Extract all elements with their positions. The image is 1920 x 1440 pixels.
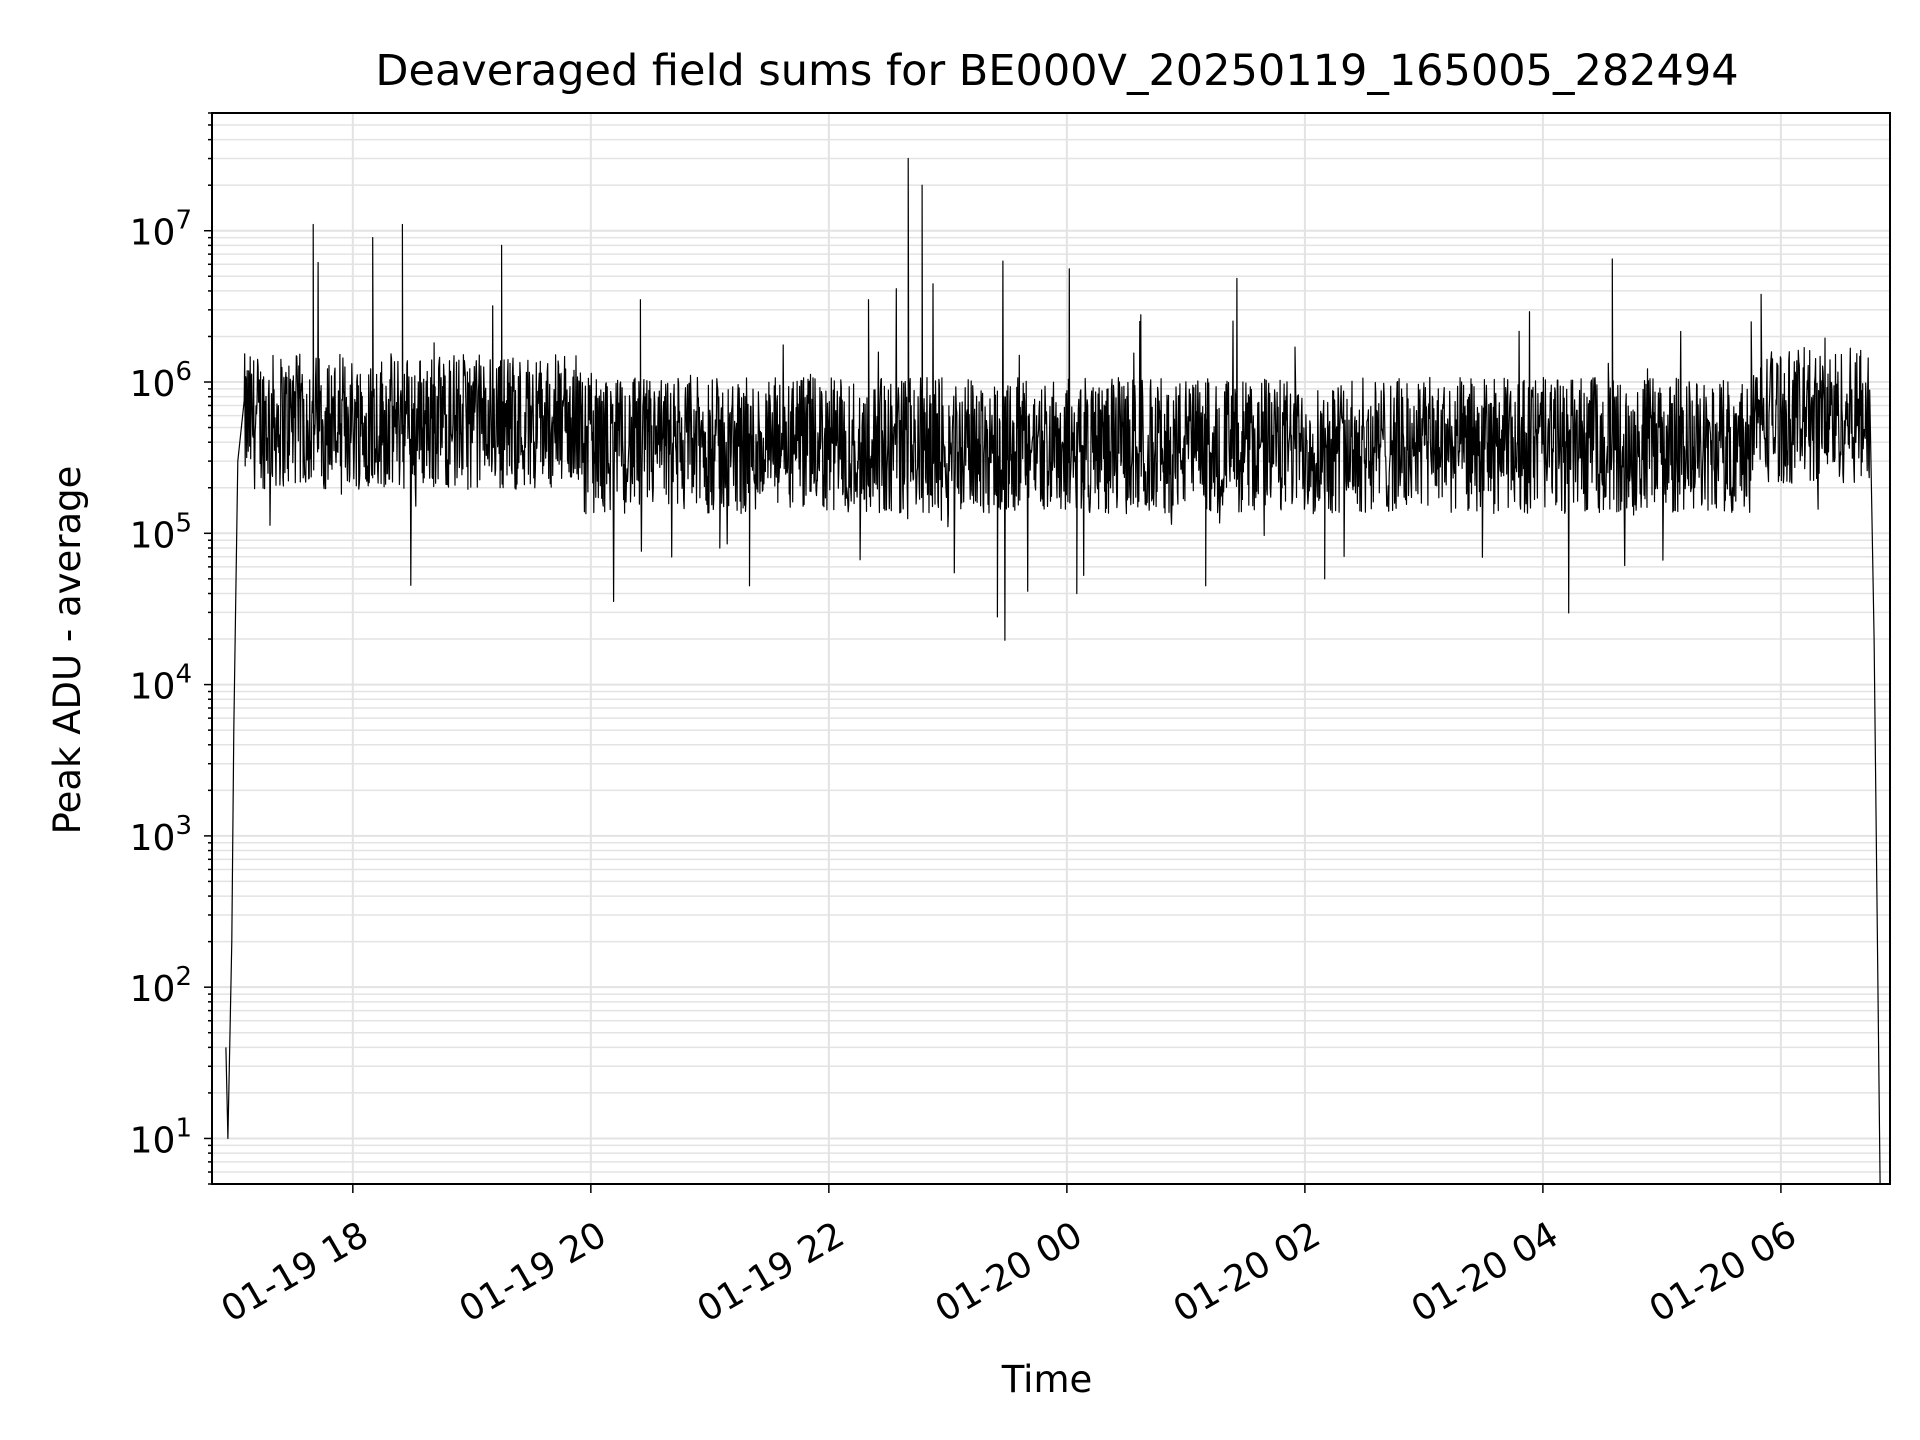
- chart-title: Deaveraged field sums for BE000V_2025011…: [375, 46, 1738, 96]
- y-tick-label: 105: [130, 508, 192, 556]
- x-tick-label: 01-19 20: [453, 1214, 614, 1330]
- grid: [212, 112, 1890, 1185]
- x-tick-label: 01-20 06: [1643, 1214, 1804, 1330]
- x-tick-label: 01-20 02: [1167, 1214, 1328, 1330]
- plot-frame: [211, 112, 1891, 1185]
- x-tick-label: 01-20 04: [1405, 1214, 1566, 1330]
- y-axis-label: Peak ADU - average: [46, 466, 89, 835]
- x-tick-label: 01-19 22: [691, 1214, 852, 1330]
- ticks: 101 102 103 104 105 106 107 01-19 18 01-19 20 01-…: [130, 112, 1804, 1331]
- y-tick-label: 107: [130, 206, 192, 254]
- y-tick-label: 104: [130, 660, 192, 708]
- x-tick-label: 01-19 18: [215, 1214, 376, 1330]
- x-axis-label: Time: [1001, 1358, 1093, 1401]
- y-tick-label: 103: [130, 811, 192, 859]
- y-tick-label: 106: [130, 357, 192, 405]
- series-line-group: [225, 157, 1881, 1185]
- y-tick-label: 101: [130, 1113, 192, 1161]
- x-tick-label: 01-20 00: [929, 1214, 1090, 1330]
- y-tick-label: 102: [130, 962, 192, 1010]
- series-line: [225, 157, 1881, 1185]
